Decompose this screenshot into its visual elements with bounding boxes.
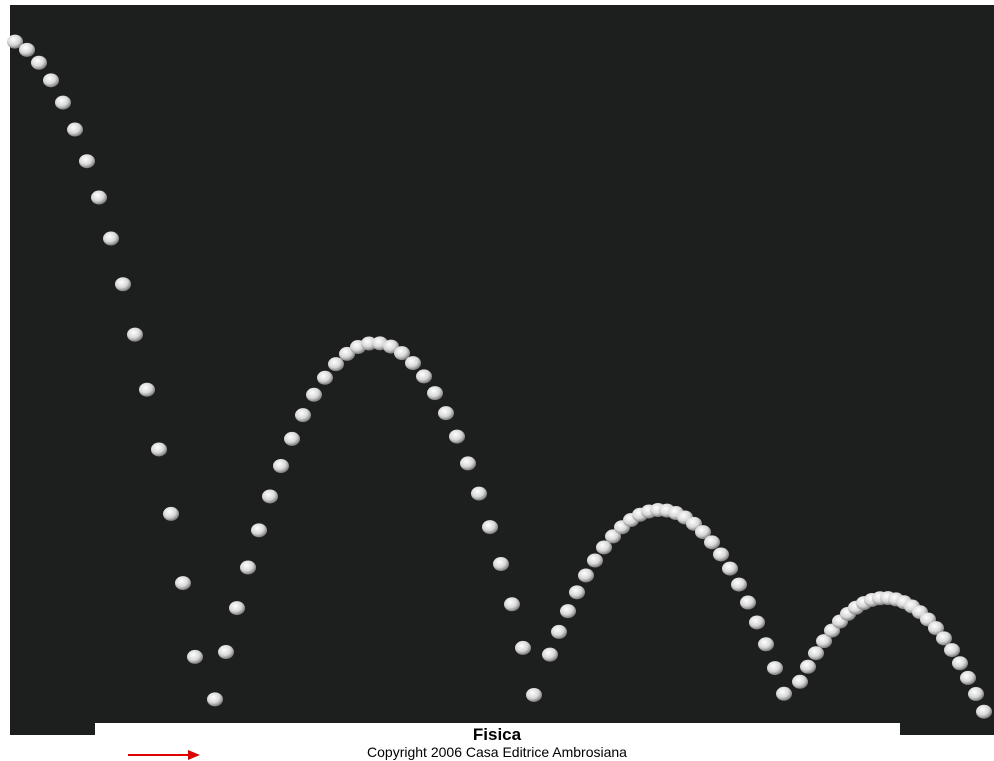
ball [31,56,47,70]
ball [91,191,107,205]
ball [416,369,432,383]
ball [19,43,35,57]
ball [952,656,968,670]
ball [792,675,808,689]
ball [960,671,976,685]
ball [776,687,792,701]
ball [936,631,952,645]
ball [284,432,300,446]
ball [229,601,245,615]
ball [808,646,824,660]
ball [460,456,476,470]
ball [273,459,289,473]
caption-title: Fisica [473,725,522,744]
ball [328,357,344,371]
ball [493,557,509,571]
ball [115,277,131,291]
ball [471,487,487,501]
page: Fisica Copyright 2006 Casa Editrice Ambr… [0,0,994,761]
caption-copyright: Copyright 2006 Casa Editrice Ambrosiana [367,744,627,760]
ball [405,356,421,370]
ball [79,154,95,168]
ball [800,660,816,674]
ball [526,688,542,702]
ball [504,597,520,611]
ball [976,705,992,719]
ball [758,637,774,651]
ball [438,406,454,420]
ball [569,585,585,599]
ball [218,645,234,659]
ball [515,641,531,655]
ball [731,578,747,592]
ball [713,547,729,561]
ball [767,661,783,675]
ball [127,328,143,342]
ball [560,604,576,618]
ball [67,123,83,137]
ball [482,520,498,534]
ball [740,596,756,610]
ball [295,408,311,422]
ball [175,576,191,590]
ball [163,507,179,521]
ball [187,650,203,664]
ball [542,648,558,662]
ball [427,386,443,400]
ball [449,430,465,444]
ball [103,232,119,246]
ball [944,643,960,657]
ball [139,383,155,397]
ball [551,625,567,639]
ball [240,561,256,575]
ball [251,523,267,537]
ball [43,73,59,87]
ball [722,562,738,576]
ball [968,687,984,701]
ball [306,388,322,402]
ball [55,96,71,110]
ball [151,442,167,456]
ball [207,692,223,706]
ball [749,615,765,629]
ball [262,489,278,503]
ball [704,535,720,549]
ball [317,371,333,385]
ball [578,568,594,582]
photo: Fisica Copyright 2006 Casa Editrice Ambr… [0,0,994,761]
ball [587,554,603,568]
